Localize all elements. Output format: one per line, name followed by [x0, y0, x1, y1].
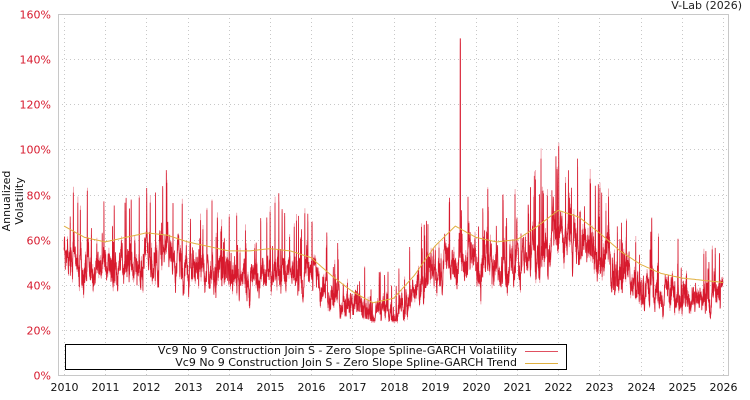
y-tick-label: 100%	[20, 144, 51, 157]
y-tick-label: 60%	[27, 235, 51, 248]
x-tick-label: 2021	[504, 381, 532, 394]
x-axis-ticks: 2010 2011 2012 2013 2014 2015 2016 2017 2018 2019…	[51, 381, 738, 394]
x-tick-label: 2017	[339, 381, 367, 394]
plot-area-frame	[58, 14, 729, 376]
x-tick-label: 2010	[51, 381, 79, 394]
data-series	[63, 38, 724, 324]
legend-swatch-gold	[525, 362, 558, 364]
x-tick-label: 2019	[422, 381, 450, 394]
y-tick-label: 160%	[20, 9, 51, 22]
x-tick-label: 2011	[92, 381, 120, 394]
chart-legend: Vc9 No 9 Construction Join S - Zero Slop…	[65, 344, 567, 370]
x-tick-label: 2013	[175, 381, 203, 394]
y-tick-label: 20%	[27, 325, 51, 338]
x-tick-label: 2016	[298, 381, 326, 394]
legend-item-trend: Vc9 No 9 Construction Join S - Zero Slop…	[175, 357, 558, 369]
y-axis-label: Annualized Volatility	[0, 170, 26, 232]
x-tick-label: 2012	[133, 381, 161, 394]
x-tick-label: 2018	[381, 381, 409, 394]
x-tick-label: 2015	[257, 381, 285, 394]
y-tick-label: 0%	[34, 370, 51, 383]
x-tick-label: 2022	[545, 381, 573, 394]
x-tick-label: 2023	[586, 381, 614, 394]
y-tick-label: 40%	[27, 280, 51, 293]
y-axis-ticks: 0% 20% 40% 60% 80% 100% 120% 140% 160%	[20, 9, 51, 383]
legend-label: Vc9 No 9 Construction Join S - Zero Slop…	[175, 356, 517, 369]
legend-swatch-red	[525, 350, 558, 352]
volatility-line	[63, 38, 724, 323]
y-tick-label: 120%	[20, 99, 51, 112]
legend-label: Vc9 No 9 Construction Join S - Zero Slop…	[157, 344, 517, 357]
x-tick-label: 2020	[463, 381, 491, 394]
source-credit: V-Lab (2026)	[671, 0, 742, 12]
legend-item-volatility: Vc9 No 9 Construction Join S - Zero Slop…	[158, 345, 558, 357]
y-tick-label: 140%	[20, 54, 51, 67]
trend-line	[63, 209, 724, 304]
x-tick-label: 2025	[669, 381, 697, 394]
volatility-line-shadow	[63, 42, 724, 324]
x-tick-label: 2014	[216, 381, 244, 394]
x-tick-label: 2026	[710, 381, 738, 394]
y-tick-label: 80%	[27, 190, 51, 203]
x-tick-label: 2024	[628, 381, 656, 394]
